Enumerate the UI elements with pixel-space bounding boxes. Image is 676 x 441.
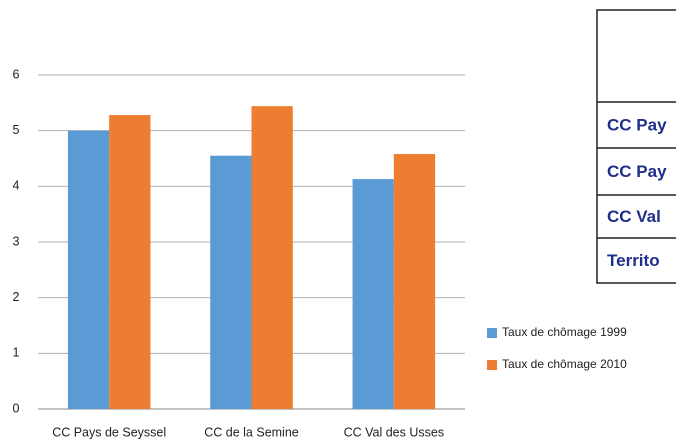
table-cell: CC Pay: [607, 162, 667, 181]
legend-label: Taux de chômage 2010: [502, 357, 627, 371]
table-cell: Territo: [607, 251, 660, 270]
y-tick-label: 4: [13, 179, 20, 193]
table-cell: CC Val: [607, 207, 661, 226]
bar: [109, 115, 151, 409]
y-tick-label: 0: [13, 401, 20, 415]
y-tick-label: 3: [13, 234, 20, 248]
x-tick-label: CC Pays de Seyssel: [52, 425, 166, 439]
bar: [352, 179, 394, 409]
y-tick-label: 2: [13, 290, 20, 304]
legend-swatch: [487, 360, 497, 370]
bar: [67, 130, 110, 409]
legend-swatch: [487, 328, 497, 338]
bar: [210, 155, 252, 409]
table-cell: CC Pay: [607, 115, 667, 134]
y-tick-label: 6: [13, 67, 20, 81]
table-frame: [596, 9, 676, 284]
y-tick-label: 5: [13, 123, 20, 137]
bar: [393, 154, 436, 409]
y-tick-label: 1: [13, 346, 20, 360]
bar: [251, 106, 293, 409]
legend-label: Taux de chômage 1999: [502, 325, 627, 339]
x-tick-label: CC Val des Usses: [344, 425, 445, 439]
x-tick-label: CC de la Semine: [204, 425, 299, 439]
